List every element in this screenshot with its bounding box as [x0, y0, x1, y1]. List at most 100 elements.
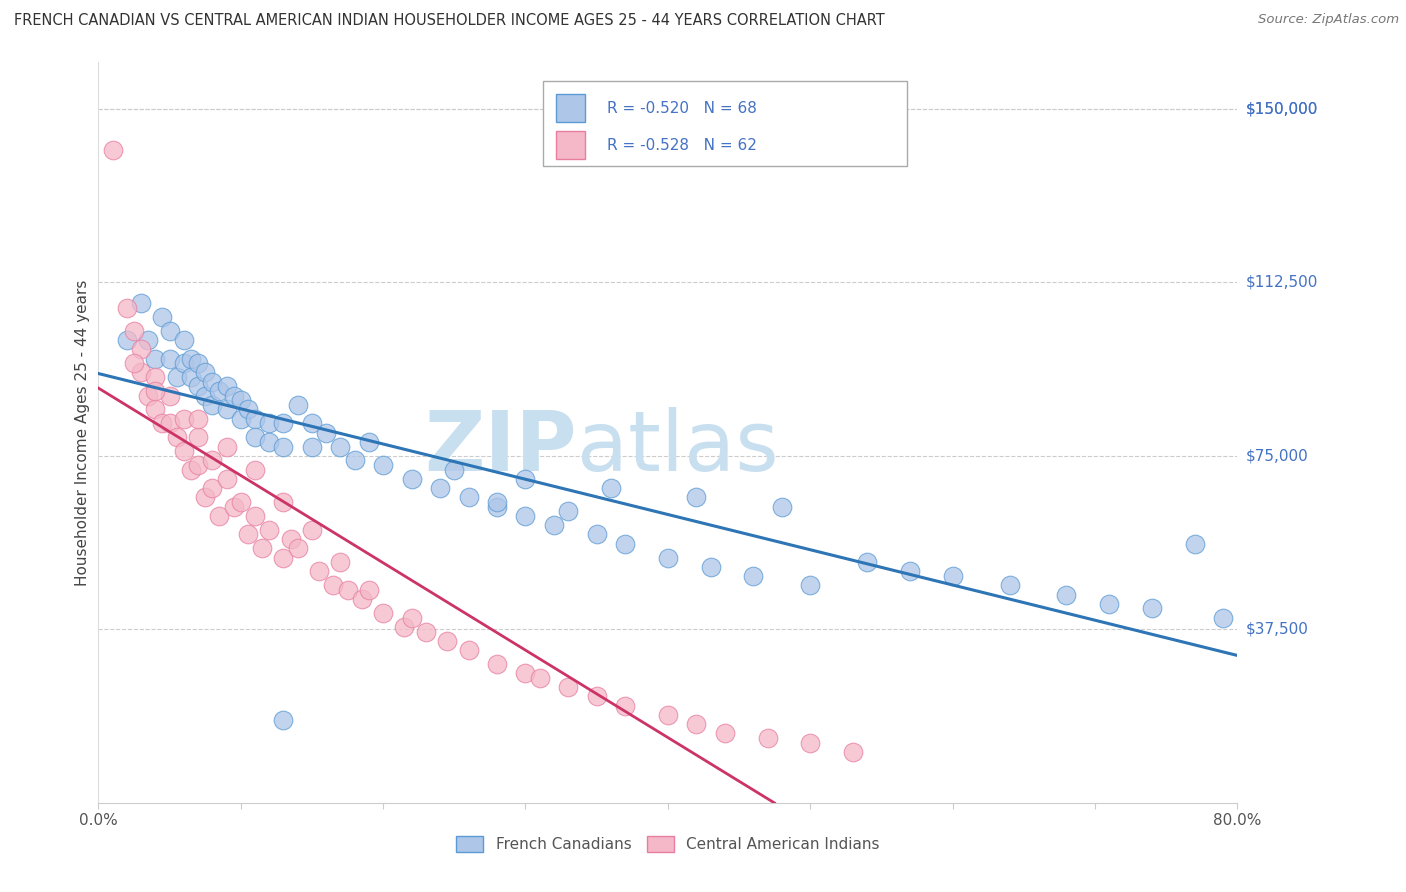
Text: $150,000: $150,000	[1246, 101, 1317, 116]
Point	[173, 333, 195, 347]
Point	[486, 657, 509, 671]
Point	[208, 384, 231, 398]
Text: $112,500: $112,500	[1246, 275, 1317, 290]
Point	[159, 388, 181, 402]
Point	[215, 472, 238, 486]
Point	[259, 417, 281, 431]
Point	[129, 296, 152, 310]
Point	[159, 324, 181, 338]
Point	[215, 379, 238, 393]
Text: $75,000: $75,000	[1246, 449, 1309, 463]
Point	[115, 333, 138, 347]
Point	[180, 351, 202, 366]
Point	[187, 379, 209, 393]
Point	[486, 495, 509, 509]
Point	[145, 370, 167, 384]
Point	[350, 592, 373, 607]
Point	[329, 440, 352, 454]
Point	[357, 582, 380, 597]
Point	[208, 508, 231, 523]
Point	[145, 351, 167, 366]
Point	[301, 440, 323, 454]
Point	[799, 578, 821, 592]
Point	[436, 633, 458, 648]
Point	[557, 680, 579, 694]
Point	[1056, 588, 1078, 602]
Point	[585, 527, 607, 541]
Point	[259, 434, 281, 449]
Point	[250, 541, 273, 556]
Point	[187, 356, 209, 370]
FancyBboxPatch shape	[543, 81, 907, 166]
Point	[201, 398, 224, 412]
Point	[543, 518, 565, 533]
Point	[136, 333, 159, 347]
Point	[273, 495, 295, 509]
Point	[557, 504, 579, 518]
Point	[115, 301, 138, 315]
Point	[229, 393, 252, 408]
Point	[129, 343, 152, 357]
Point	[614, 698, 637, 713]
Point	[273, 713, 295, 727]
Point	[101, 144, 124, 158]
Point	[173, 444, 195, 458]
Point	[657, 707, 679, 722]
Point	[166, 430, 188, 444]
Point	[273, 440, 295, 454]
Point	[173, 411, 195, 425]
Point	[742, 569, 765, 583]
Point	[657, 550, 679, 565]
Point	[1212, 610, 1234, 624]
Point	[585, 690, 607, 704]
Point	[685, 717, 707, 731]
Point	[373, 458, 395, 472]
Point	[152, 417, 174, 431]
Point	[166, 370, 188, 384]
Point	[229, 495, 252, 509]
FancyBboxPatch shape	[557, 94, 585, 121]
Point	[898, 565, 921, 579]
Point	[301, 523, 323, 537]
Point	[394, 620, 416, 634]
Point	[600, 481, 623, 495]
Point	[201, 375, 224, 389]
Point	[159, 417, 181, 431]
Y-axis label: Householder Income Ages 25 - 44 years: Householder Income Ages 25 - 44 years	[75, 279, 90, 586]
Point	[373, 606, 395, 620]
Legend: French Canadians, Central American Indians: French Canadians, Central American India…	[450, 830, 886, 858]
Point	[145, 402, 167, 417]
Point	[357, 434, 380, 449]
Point	[401, 610, 423, 624]
Point	[122, 324, 145, 338]
FancyBboxPatch shape	[557, 130, 585, 159]
Point	[215, 440, 238, 454]
Text: atlas: atlas	[576, 407, 779, 488]
Point	[998, 578, 1021, 592]
Point	[180, 370, 202, 384]
Point	[429, 481, 451, 495]
Point	[322, 578, 344, 592]
Point	[236, 402, 259, 417]
Point	[201, 453, 224, 467]
Point	[243, 508, 266, 523]
Point	[1184, 536, 1206, 550]
Point	[315, 425, 337, 440]
Text: Source: ZipAtlas.com: Source: ZipAtlas.com	[1258, 13, 1399, 27]
Point	[756, 731, 779, 745]
Point	[187, 430, 209, 444]
Point	[685, 491, 707, 505]
Point	[614, 536, 637, 550]
Point	[301, 417, 323, 431]
Point	[443, 462, 465, 476]
Point	[343, 453, 366, 467]
Point	[236, 527, 259, 541]
Point	[457, 491, 479, 505]
Point	[770, 500, 793, 514]
Text: $37,500: $37,500	[1246, 622, 1309, 637]
Point	[159, 351, 181, 366]
Point	[515, 472, 537, 486]
Text: $150,000: $150,000	[1246, 101, 1317, 116]
Point	[515, 508, 537, 523]
Point	[842, 745, 865, 759]
